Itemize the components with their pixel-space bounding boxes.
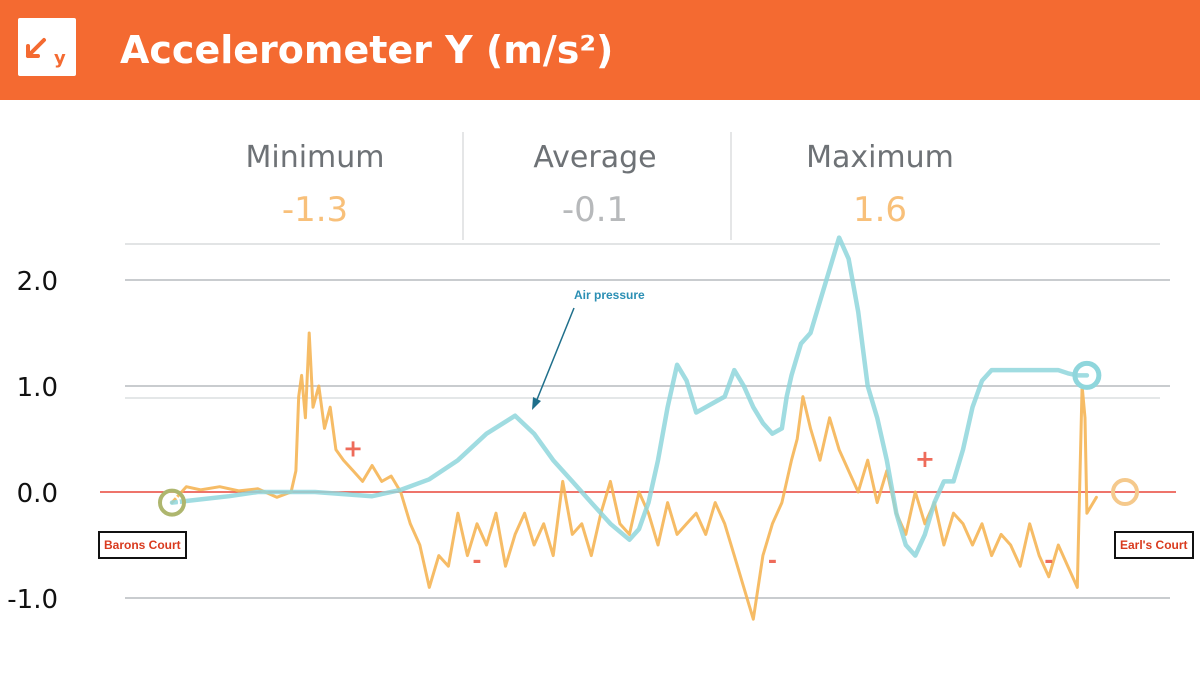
stat-average-label: Average bbox=[533, 140, 657, 175]
negative-sign-marker: - bbox=[768, 549, 777, 574]
stat-minimum: Minimum -1.3 bbox=[180, 138, 450, 232]
negative-sign-marker: - bbox=[1044, 549, 1053, 574]
y-tick-labels: -1.0 0.0 1.0 2.0 bbox=[7, 267, 58, 615]
start-marker bbox=[158, 488, 186, 517]
start-marker-inner bbox=[164, 494, 180, 511]
accelerometer-y-icon: y bbox=[18, 18, 76, 76]
stat-minimum-value: -1.3 bbox=[281, 190, 349, 230]
air-pressure-label: Air pressure bbox=[574, 288, 645, 302]
air-pressure-end-marker bbox=[1072, 360, 1102, 390]
y-tick-label: 2.0 bbox=[17, 267, 58, 297]
stat-maximum-value: 1.6 bbox=[852, 190, 908, 230]
negative-sign-marker: - bbox=[472, 549, 481, 574]
page-title: Accelerometer Y (m/s²) bbox=[120, 28, 614, 72]
end-station-label: Earl's Court bbox=[1114, 531, 1194, 559]
stat-minimum-label: Minimum bbox=[245, 140, 385, 175]
stat-maximum: Maximum 1.6 bbox=[745, 138, 1015, 232]
series-layer bbox=[169, 235, 1098, 621]
stat-divider bbox=[730, 132, 732, 240]
stat-divider bbox=[462, 132, 464, 240]
accelerometer-series-line bbox=[170, 331, 1098, 621]
y-tick-label: 1.0 bbox=[17, 373, 58, 403]
icon-axis-letter: y bbox=[54, 48, 66, 69]
header-bar: y Accelerometer Y (m/s²) bbox=[0, 0, 1200, 100]
sign-markers: + - - + - bbox=[343, 435, 1053, 574]
y-tick-label: 0.0 bbox=[17, 479, 58, 509]
y-tick-label: -1.0 bbox=[7, 585, 58, 615]
stat-average: Average -0.1 bbox=[460, 138, 730, 232]
accelerometer-end-marker bbox=[1111, 478, 1139, 506]
air-pressure-arrow bbox=[532, 307, 575, 410]
stat-maximum-label: Maximum bbox=[806, 140, 954, 175]
start-station-label: Barons Court bbox=[98, 531, 187, 559]
endpoint-markers bbox=[158, 360, 1139, 517]
stat-average-value: -0.1 bbox=[561, 190, 629, 230]
air-pressure-series-line bbox=[169, 235, 1090, 558]
positive-sign-marker: + bbox=[343, 435, 363, 463]
positive-sign-marker: + bbox=[915, 445, 935, 473]
